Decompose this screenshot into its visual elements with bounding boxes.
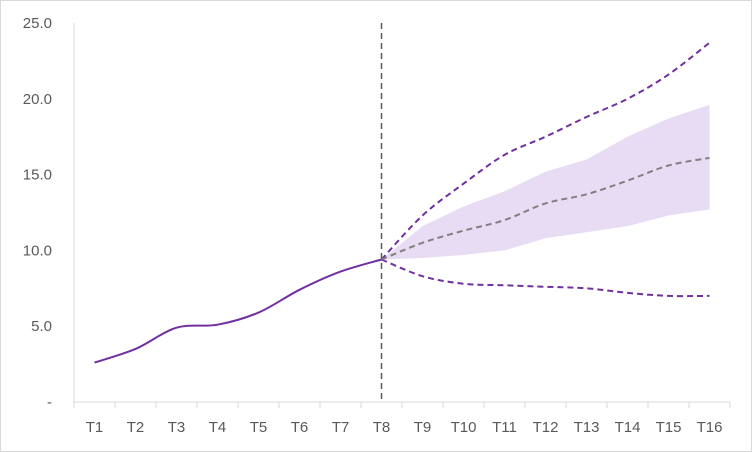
axis-layer (73, 23, 731, 408)
x-tick-label: T14 (615, 419, 641, 436)
line-layer (94, 41, 711, 364)
series-line-forecast-upper (380, 41, 711, 261)
x-tick-label: T11 (492, 419, 517, 436)
x-tick-label: T1 (86, 419, 104, 436)
y-tick-label: 5.0 (31, 318, 52, 335)
x-tick-label: T10 (451, 419, 477, 436)
forecast-band (381, 104, 710, 260)
y-tick-label: - (47, 394, 52, 411)
series-line-forecast-central (381, 156, 710, 261)
x-tick-label: T15 (656, 419, 682, 436)
label-layer: T1 T2 T3 T4 T5 T6 T7 T8 T9 T10 T11 T12 T13 T14 T15 T16 -… (23, 15, 723, 436)
y-tick-label: 10.0 (23, 242, 52, 259)
x-tick-label: T12 (533, 419, 559, 436)
y-tick-label: 15.0 (23, 167, 52, 184)
x-tick-label: T5 (250, 419, 268, 436)
x-tick-label: T2 (127, 419, 145, 436)
y-tick-label: 20.0 (23, 91, 52, 108)
x-tick-label: T8 (373, 419, 391, 436)
y-tick-label: 25.0 (23, 15, 52, 32)
x-tick-label: T7 (332, 419, 350, 436)
x-tick-label: T9 (414, 419, 432, 436)
x-tick-label: T16 (697, 419, 723, 436)
x-tick-label: T6 (291, 419, 309, 436)
x-tick-label: T13 (574, 419, 600, 436)
x-tick-label: T3 (168, 419, 186, 436)
series-line-actual (94, 258, 382, 364)
series-line-forecast-lower (381, 258, 710, 298)
band-layer (381, 104, 710, 260)
x-tick-label: T4 (209, 419, 227, 436)
